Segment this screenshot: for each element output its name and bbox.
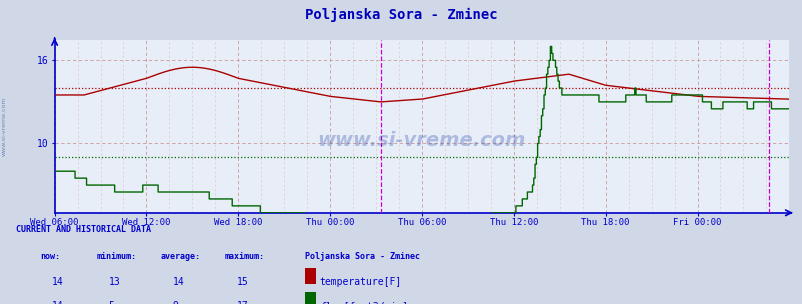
Text: 14: 14 [52,277,64,287]
Text: Poljanska Sora - Zminec: Poljanska Sora - Zminec [305,252,419,261]
Text: maximum:: maximum: [225,252,265,261]
Text: average:: average: [160,252,200,261]
Text: 14: 14 [172,277,184,287]
Text: 17: 17 [237,301,249,304]
Text: 15: 15 [237,277,249,287]
Text: www.si-vreme.com: www.si-vreme.com [2,96,6,156]
Text: flow[foot3/min]: flow[foot3/min] [319,301,407,304]
Text: www.si-vreme.com: www.si-vreme.com [318,130,525,150]
Text: Poljanska Sora - Zminec: Poljanska Sora - Zminec [305,8,497,22]
Text: now:: now: [40,252,60,261]
Text: temperature[F]: temperature[F] [319,277,401,287]
Text: 9: 9 [172,301,178,304]
Text: 5: 5 [108,301,114,304]
Text: minimum:: minimum: [96,252,136,261]
Text: 14: 14 [52,301,64,304]
Text: 13: 13 [108,277,120,287]
Text: CURRENT AND HISTORICAL DATA: CURRENT AND HISTORICAL DATA [16,225,151,234]
